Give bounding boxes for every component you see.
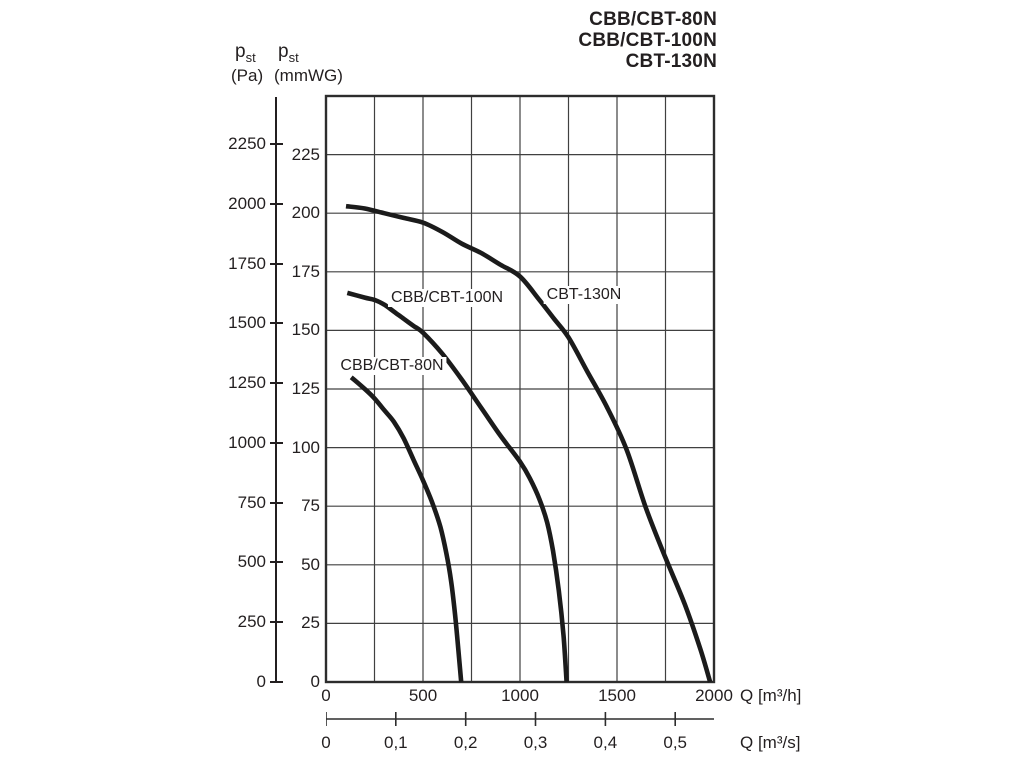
mmwg-tick-label: 225 <box>291 144 320 164</box>
x-m3h-tick-label: 2000 <box>695 686 733 705</box>
pa-tick-label: 750 <box>237 492 266 512</box>
x-m3h-tick-label: 1500 <box>598 686 636 705</box>
pa-axis-tick <box>270 441 283 444</box>
pa-axis-tick <box>270 681 283 683</box>
fan-curve-cbt-130n <box>345 203 713 683</box>
pa-tick-label: 1750 <box>228 253 266 273</box>
x-m3h-tick-label: 500 <box>408 686 438 705</box>
pa-axis-tick <box>270 322 283 325</box>
fan-curve-cbb-cbt-100n <box>346 290 569 683</box>
x-m3s-tick-label: 0,4 <box>593 733 618 752</box>
pa-axis-line <box>275 97 277 682</box>
pa-axis-tick <box>270 262 283 265</box>
pa-tick-label: 500 <box>237 552 266 572</box>
mmwg-tick-label: 200 <box>291 203 320 223</box>
x-m3s-tick-label: 0,2 <box>453 733 478 752</box>
pa-axis-tick <box>270 382 283 385</box>
pa-symbol: p <box>235 41 246 62</box>
mmwg-symbol: p <box>278 41 289 62</box>
mmwg-tick-label: 25 <box>301 613 320 633</box>
mmwg-tick-label: 175 <box>291 261 320 281</box>
pa-tick-label: 250 <box>237 612 266 632</box>
pa-tick-label: 1500 <box>228 313 266 333</box>
chart-frame <box>324 94 716 684</box>
mmwg-tick-label: 150 <box>291 320 320 340</box>
pa-axis-tick <box>270 143 283 146</box>
mmwg-tick-label: 50 <box>301 554 320 574</box>
x-axis-m3h-unit: Q [m³/h] <box>740 686 802 705</box>
mmwg-symbol-sub: st <box>288 49 299 65</box>
mmwg-axis-symbol: pst <box>278 42 299 68</box>
fan-curve-cbb-cbt-80n <box>349 375 464 683</box>
model-title-line-1: CBB/CBT-80N <box>589 9 717 30</box>
x-m3s-tick-label: 0,1 <box>384 733 408 752</box>
mmwg-axis-unit: (mmWG) <box>274 66 343 85</box>
mmwg-tick-label: 100 <box>291 437 320 457</box>
pa-axis-unit: (Pa) <box>231 66 264 85</box>
model-title-line-3: CBT-130N <box>625 51 717 72</box>
model-title-line-2: CBB/CBT-100N <box>578 30 717 51</box>
x-axis-m3s-unit: Q [m³/s] <box>740 733 801 752</box>
pa-tick-label: 2250 <box>228 134 266 154</box>
mmwg-tick-label: 125 <box>291 379 320 398</box>
pa-axis-symbol: pst <box>235 42 256 68</box>
chart-plot-area <box>324 94 716 684</box>
page-title: CBB/CBT-80N CBB/CBT-100N CBT-130N <box>578 9 717 72</box>
pa-tick-label: 0 <box>256 672 266 691</box>
pa-tick-label: 2000 <box>228 193 266 213</box>
mmwg-tick-label: 0 <box>310 672 320 691</box>
pa-axis-tick <box>270 501 283 504</box>
pa-tick-label: 1000 <box>228 432 266 452</box>
x-m3s-tick-label: 0 <box>321 733 331 752</box>
pa-tick-label: 1250 <box>228 373 266 393</box>
pa-axis-tick <box>270 202 283 205</box>
x-m3s-tick-label: 0,5 <box>663 733 687 752</box>
x-m3h-tick-label: 0 <box>321 686 331 705</box>
x-m3s-tick-label: 0,3 <box>523 733 548 752</box>
pa-axis-tick <box>270 561 283 564</box>
pa-axis-tick <box>270 621 283 624</box>
chart-gridlines <box>326 96 714 682</box>
mmwg-tick-label: 75 <box>301 496 320 516</box>
pa-symbol-sub: st <box>245 49 256 65</box>
x-m3h-tick-label: 1000 <box>501 686 539 705</box>
x-axis-m3s <box>326 712 714 726</box>
